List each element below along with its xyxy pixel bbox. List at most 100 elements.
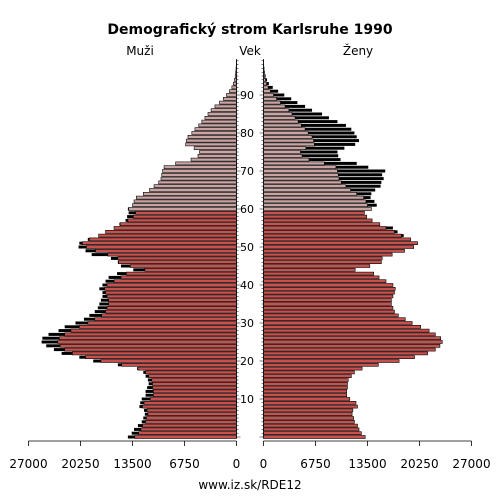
male-bar-age-10 [149,397,237,401]
male-bar-age-67 [158,180,237,185]
male-surplus-age-52 [87,237,90,241]
x-tick-label-male: 20250 [61,457,99,471]
female-bar-age-9 [263,400,357,405]
male-surplus-age-28 [58,329,71,333]
female-surplus-age-63 [363,196,371,200]
female-surplus-age-93 [266,82,269,86]
x-tick-label-female: 0 [260,457,268,471]
female-bar-age-3 [263,423,358,428]
male-bar-age-43 [126,271,237,276]
male-surplus-age-20 [93,359,101,363]
male-surplus-age-6 [144,412,148,416]
female-bar-age-91 [263,89,271,93]
male-bar-age-13 [152,385,237,390]
male-surplus-age-37 [102,294,108,298]
female-surplus-age-95 [264,74,266,78]
female-bar-age-51 [263,241,418,245]
female-bar-age-24 [263,343,441,348]
male-bar-age-53 [98,233,237,238]
male-bar-age-19 [121,362,237,367]
male-surplus-age-39 [99,287,105,291]
male-bar-age-60 [128,207,237,211]
female-surplus-age-73 [308,158,341,162]
female-surplus-age-80 [308,131,355,135]
male-bar-age-85 [207,112,237,116]
female-surplus-age-84 [295,116,329,120]
male-bar-age-66 [153,184,237,188]
female-bar-age-78 [263,138,314,143]
female-bar-age-8 [263,404,358,409]
chart-title: Demografický strom Karlsruhe 1990 [107,22,392,38]
male-bar-age-15 [151,378,237,382]
male-bar-age-14 [152,381,237,386]
x-tick-label-male: 0 [233,457,241,471]
female-bar-age-53 [263,233,402,238]
male-surplus-age-17 [143,370,146,374]
female-bar-age-2 [263,427,360,432]
female-surplus-age-86 [288,108,313,112]
male-bar-age-52 [89,237,237,242]
male-bar-age-7 [146,408,237,413]
female-bar-age-64 [263,192,358,196]
female-bar-age-39 [263,286,396,291]
female-bar-age-62 [263,199,367,204]
male-bar-age-32 [101,313,237,318]
age-tick-label: 50 [240,241,254,254]
female-surplus-age-85 [292,112,323,116]
female-bar-age-75 [263,150,301,154]
male-surplus-age-4 [141,420,146,424]
male-bar-age-6 [147,412,237,417]
male-bar-age-72 [175,161,237,166]
age-tick-label: 40 [240,279,254,292]
female-bar-age-23 [263,347,436,352]
female-bar-age-65 [263,188,351,192]
female-bar-age-84 [263,116,296,120]
male-surplus-age-56 [119,222,121,226]
male-surplus-age-23 [53,348,65,352]
male-bar-age-57 [127,218,237,223]
female-bar-age-92 [263,85,269,90]
x-tick-label-female: 13500 [348,457,386,471]
male-surplus-age-34 [97,306,108,310]
female-bar-age-61 [263,203,368,207]
female-bar-age-4 [263,419,355,424]
x-tick-label-male: 27000 [9,457,47,471]
female-bar-age-81 [263,127,306,131]
female-bar-age-54 [263,230,395,234]
male-surplus-age-51 [79,241,83,245]
female-bar-age-37 [263,294,394,299]
male-surplus-age-30 [75,321,88,325]
male-series-label: Muži [126,44,154,58]
male-bar-age-54 [105,230,237,234]
male-surplus-age-44 [133,268,145,272]
footer-source[interactable]: www.iz.sk/RDE12 [198,478,301,492]
male-bar-age-68 [160,176,237,181]
male-surplus-age-41 [105,279,115,283]
female-bar-age-71 [263,165,337,169]
female-bar-age-5 [263,416,354,420]
female-bar-age-48 [263,252,393,257]
female-bar-age-93 [263,81,267,86]
age-tick-label: 10 [240,393,254,406]
male-surplus-age-47 [110,256,118,260]
female-bar-age-13 [263,385,348,390]
male-surplus-age-25 [41,340,58,344]
male-bar-age-39 [104,286,237,291]
male-surplus-age-27 [48,332,65,336]
male-surplus-age-45 [120,264,131,268]
male-surplus-age-21 [79,355,86,359]
female-bar-age-0 [263,435,366,439]
female-bar-age-47 [263,256,383,261]
male-surplus-age-14 [148,382,153,386]
male-bar-age-1 [138,431,237,436]
female-surplus-age-89 [276,97,292,101]
female-surplus-age-87 [285,104,306,108]
male-bar-age-37 [106,294,237,299]
female-bar-age-77 [263,142,315,147]
male-bar-age-34 [106,305,237,310]
female-surplus-age-67 [341,180,382,184]
male-bar-age-87 [214,104,237,109]
female-surplus-age-88 [280,101,298,105]
female-surplus-age-71 [335,165,369,169]
female-bar-age-87 [263,104,286,109]
